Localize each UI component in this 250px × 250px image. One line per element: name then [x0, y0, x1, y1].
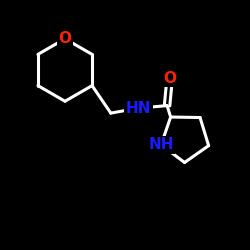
Text: NH: NH [148, 137, 174, 152]
Text: O: O [58, 31, 71, 46]
Text: HN: HN [126, 100, 151, 116]
Text: O: O [163, 71, 176, 86]
